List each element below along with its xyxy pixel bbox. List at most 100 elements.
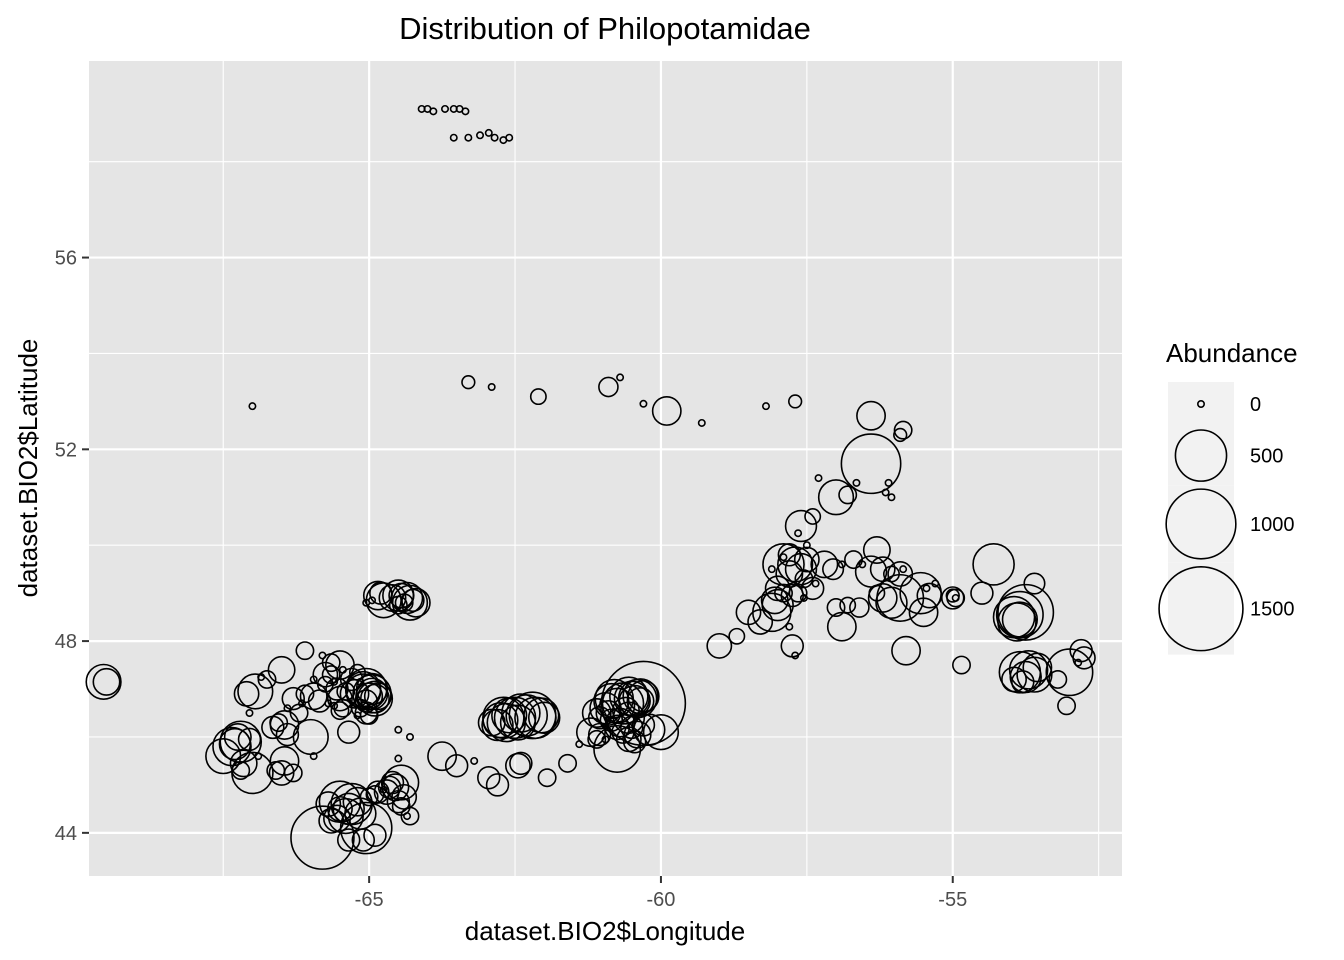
data-point [852, 478, 861, 487]
data-point [1008, 650, 1049, 690]
data-point [366, 780, 390, 804]
data-point [490, 133, 499, 142]
data-point [893, 427, 908, 443]
data-point [997, 602, 1037, 642]
legend-key-circle [1197, 399, 1206, 408]
data-point [779, 553, 788, 562]
legend-label: 500 [1250, 446, 1283, 468]
data-point [785, 622, 794, 631]
data-point [509, 751, 533, 776]
data-point [1057, 696, 1077, 716]
data-point [793, 546, 820, 573]
data-point [839, 596, 857, 614]
data-point [908, 597, 939, 628]
data-point [587, 729, 607, 749]
data-point [318, 807, 345, 834]
data-point [639, 399, 648, 408]
data-point [470, 756, 479, 765]
data-point [245, 708, 254, 717]
data-point [444, 753, 469, 778]
data-point [257, 669, 277, 689]
data-point [461, 107, 470, 116]
data-point [237, 727, 262, 752]
data-point [945, 588, 960, 603]
data-point [1048, 669, 1068, 689]
data-point [761, 402, 770, 411]
data-point [229, 749, 258, 778]
data-point [493, 696, 537, 740]
data-point [642, 714, 680, 751]
data-point [403, 812, 412, 821]
data-point [481, 708, 514, 742]
data-point [355, 682, 384, 711]
data-point [788, 394, 803, 409]
data-point [791, 651, 800, 660]
data-point [1045, 648, 1094, 697]
x-tick-label: -65 [355, 889, 384, 911]
data-point [368, 596, 377, 605]
data-point [891, 635, 922, 666]
data-point [972, 543, 1015, 586]
data-point [767, 565, 776, 574]
data-point [1023, 572, 1046, 595]
data-point [429, 107, 438, 116]
data-point [330, 701, 350, 721]
minor-gridlines [89, 61, 1122, 876]
data-point [697, 418, 706, 427]
data-point [254, 752, 263, 761]
data-point [899, 565, 908, 574]
data-point [651, 396, 682, 426]
data-point [405, 732, 414, 741]
data-point [484, 128, 493, 137]
y-tick-label: 48 [55, 631, 77, 653]
data-point [784, 509, 818, 543]
data-point [427, 741, 458, 772]
data-point [881, 488, 890, 497]
data-point [822, 558, 845, 581]
data-point [788, 583, 808, 603]
legend-label: 1000 [1250, 514, 1295, 536]
data-point [862, 535, 891, 564]
data-point [237, 673, 274, 710]
legend-key-box [1168, 382, 1234, 426]
data-point [295, 641, 315, 661]
size-legend: Abundance 0 500 1000 1500 [1158, 338, 1298, 655]
data-point [558, 753, 578, 773]
x-tick-label: -60 [646, 889, 675, 911]
data-point [336, 720, 361, 744]
data-point [267, 655, 296, 684]
legend-key-circle [1174, 429, 1228, 482]
data-point [290, 805, 355, 870]
x-axis-ticks: -65 -60 -55 [355, 876, 967, 911]
data-point [377, 775, 402, 800]
data-point [858, 560, 867, 569]
data-point [777, 543, 802, 567]
data-point [840, 433, 902, 495]
legend-key-circle [1158, 565, 1244, 652]
x-tick-label: -55 [938, 889, 967, 911]
x-axis-title: dataset.BIO2$Longitude [465, 916, 745, 946]
data-point [275, 722, 300, 747]
data-point [359, 705, 379, 725]
data-point [875, 586, 908, 619]
data-point [706, 632, 733, 659]
y-tick-label: 44 [55, 823, 77, 845]
data-point [315, 791, 342, 818]
data-point [844, 550, 864, 570]
data-point [810, 550, 839, 579]
data-point [309, 675, 318, 684]
data-point [884, 478, 893, 487]
data-point [514, 696, 557, 740]
legend-key-circle [1165, 488, 1237, 560]
data-point [309, 752, 318, 761]
data-point [593, 724, 642, 773]
data-point [1016, 656, 1053, 693]
data-point [995, 590, 1044, 639]
data-point [356, 680, 394, 717]
data-point [601, 735, 610, 744]
data-point [248, 402, 257, 411]
data-point [223, 722, 252, 751]
data-point [1001, 666, 1027, 693]
data-point [537, 768, 557, 788]
